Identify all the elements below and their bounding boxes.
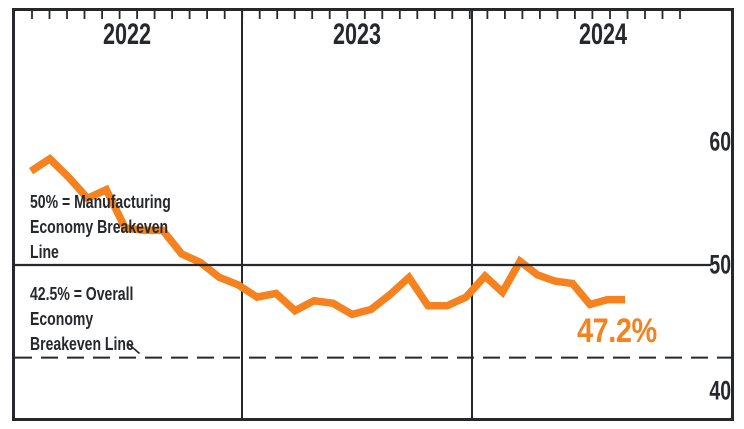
year-label-2023: 2023: [332, 18, 382, 51]
y-axis-label-40: 40: [709, 375, 731, 406]
annotation-overall-breakeven: 42.5% = Overall Economy Breakeven Line: [30, 284, 134, 354]
y-axis-label-50: 50: [709, 249, 731, 280]
y-axis-label-60: 60: [709, 126, 731, 157]
annotation-pointer-line: [127, 342, 141, 355]
year-label-2022: 2022: [102, 18, 152, 51]
annotation-manufacturing-breakeven: 50% = Manufacturing Economy Breakeven Li…: [30, 192, 171, 262]
pmi-series-line: [28, 154, 625, 319]
year-label-2024: 2024: [578, 18, 628, 51]
last-value-label: 47.2%: [577, 312, 657, 350]
chart-frame: [12, 8, 734, 421]
